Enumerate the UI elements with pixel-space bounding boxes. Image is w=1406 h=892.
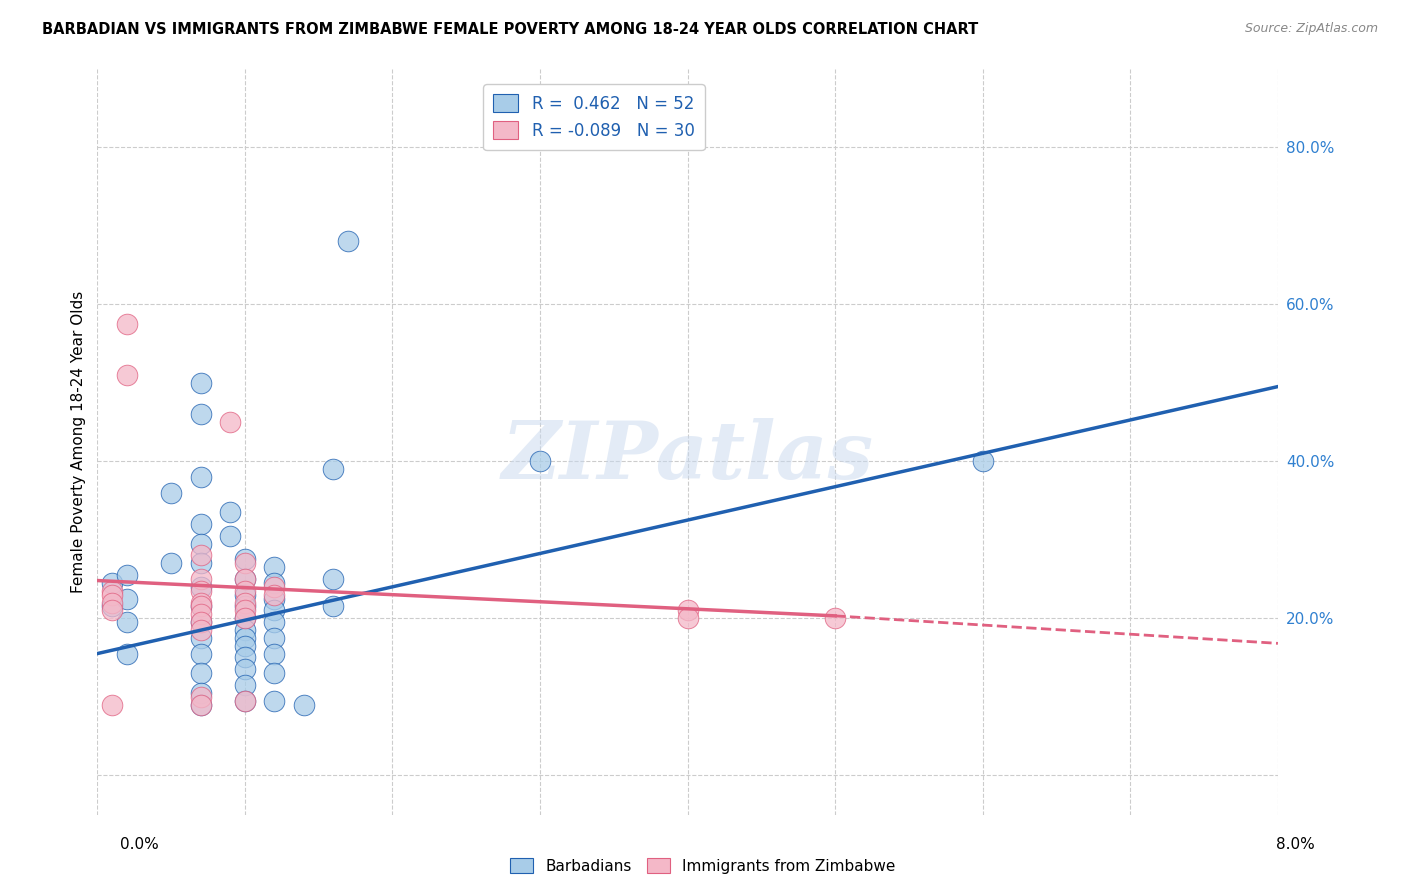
Point: [101, 603, 124, 617]
Point: [233, 588, 256, 602]
Point: [101, 588, 124, 602]
Point: [101, 599, 124, 614]
Point: [337, 235, 360, 249]
Point: [190, 572, 212, 586]
Point: [233, 623, 256, 637]
Point: [263, 591, 285, 606]
Legend: Barbadians, Immigrants from Zimbabwe: Barbadians, Immigrants from Zimbabwe: [505, 852, 901, 880]
Point: [233, 595, 256, 609]
Point: [233, 603, 256, 617]
Point: [190, 376, 212, 390]
Point: [263, 603, 285, 617]
Point: [263, 560, 285, 574]
Text: 8.0%: 8.0%: [1275, 837, 1315, 852]
Point: [233, 694, 256, 708]
Y-axis label: Female Poverty Among 18-24 Year Olds: Female Poverty Among 18-24 Year Olds: [72, 291, 86, 592]
Point: [233, 639, 256, 653]
Point: [190, 583, 212, 598]
Text: 0.0%: 0.0%: [120, 837, 159, 852]
Point: [322, 599, 344, 614]
Point: [824, 611, 846, 625]
Point: [101, 575, 124, 590]
Text: ZIPatlas: ZIPatlas: [502, 417, 873, 495]
Point: [219, 529, 242, 543]
Point: [263, 694, 285, 708]
Point: [263, 588, 285, 602]
Point: [263, 580, 285, 594]
Point: [233, 552, 256, 566]
Point: [529, 454, 551, 468]
Point: [263, 631, 285, 645]
Point: [263, 647, 285, 661]
Point: [101, 583, 124, 598]
Legend: R =  0.462   N = 52, R = -0.089   N = 30: R = 0.462 N = 52, R = -0.089 N = 30: [484, 85, 704, 150]
Point: [233, 662, 256, 676]
Point: [160, 485, 183, 500]
Point: [190, 516, 212, 531]
Point: [190, 599, 212, 614]
Point: [190, 690, 212, 704]
Point: [676, 611, 699, 625]
Point: [101, 698, 124, 712]
Point: [233, 611, 256, 625]
Text: BARBADIAN VS IMMIGRANTS FROM ZIMBABWE FEMALE POVERTY AMONG 18-24 YEAR OLDS CORRE: BARBADIAN VS IMMIGRANTS FROM ZIMBABWE FE…: [42, 22, 979, 37]
Point: [160, 556, 183, 570]
Point: [233, 611, 256, 625]
Point: [233, 678, 256, 692]
Point: [190, 536, 212, 550]
Point: [190, 556, 212, 570]
Point: [263, 575, 285, 590]
Point: [233, 556, 256, 570]
Point: [190, 407, 212, 421]
Point: [190, 615, 212, 629]
Point: [219, 505, 242, 519]
Point: [115, 568, 138, 582]
Point: [190, 698, 212, 712]
Point: [219, 415, 242, 429]
Point: [190, 666, 212, 681]
Point: [190, 607, 212, 622]
Point: [233, 694, 256, 708]
Point: [101, 595, 124, 609]
Point: [190, 686, 212, 700]
Point: [115, 368, 138, 382]
Point: [190, 470, 212, 484]
Point: [233, 599, 256, 614]
Point: [233, 650, 256, 665]
Point: [322, 462, 344, 476]
Point: [115, 615, 138, 629]
Point: [676, 603, 699, 617]
Point: [233, 572, 256, 586]
Text: Source: ZipAtlas.com: Source: ZipAtlas.com: [1244, 22, 1378, 36]
Point: [190, 549, 212, 563]
Point: [190, 595, 212, 609]
Point: [115, 317, 138, 331]
Point: [263, 666, 285, 681]
Point: [292, 698, 315, 712]
Point: [263, 615, 285, 629]
Point: [115, 647, 138, 661]
Point: [190, 631, 212, 645]
Point: [115, 591, 138, 606]
Point: [972, 454, 994, 468]
Point: [190, 623, 212, 637]
Point: [190, 599, 212, 614]
Point: [190, 615, 212, 629]
Point: [190, 698, 212, 712]
Point: [190, 647, 212, 661]
Point: [233, 583, 256, 598]
Point: [322, 572, 344, 586]
Point: [233, 631, 256, 645]
Point: [233, 572, 256, 586]
Point: [190, 580, 212, 594]
